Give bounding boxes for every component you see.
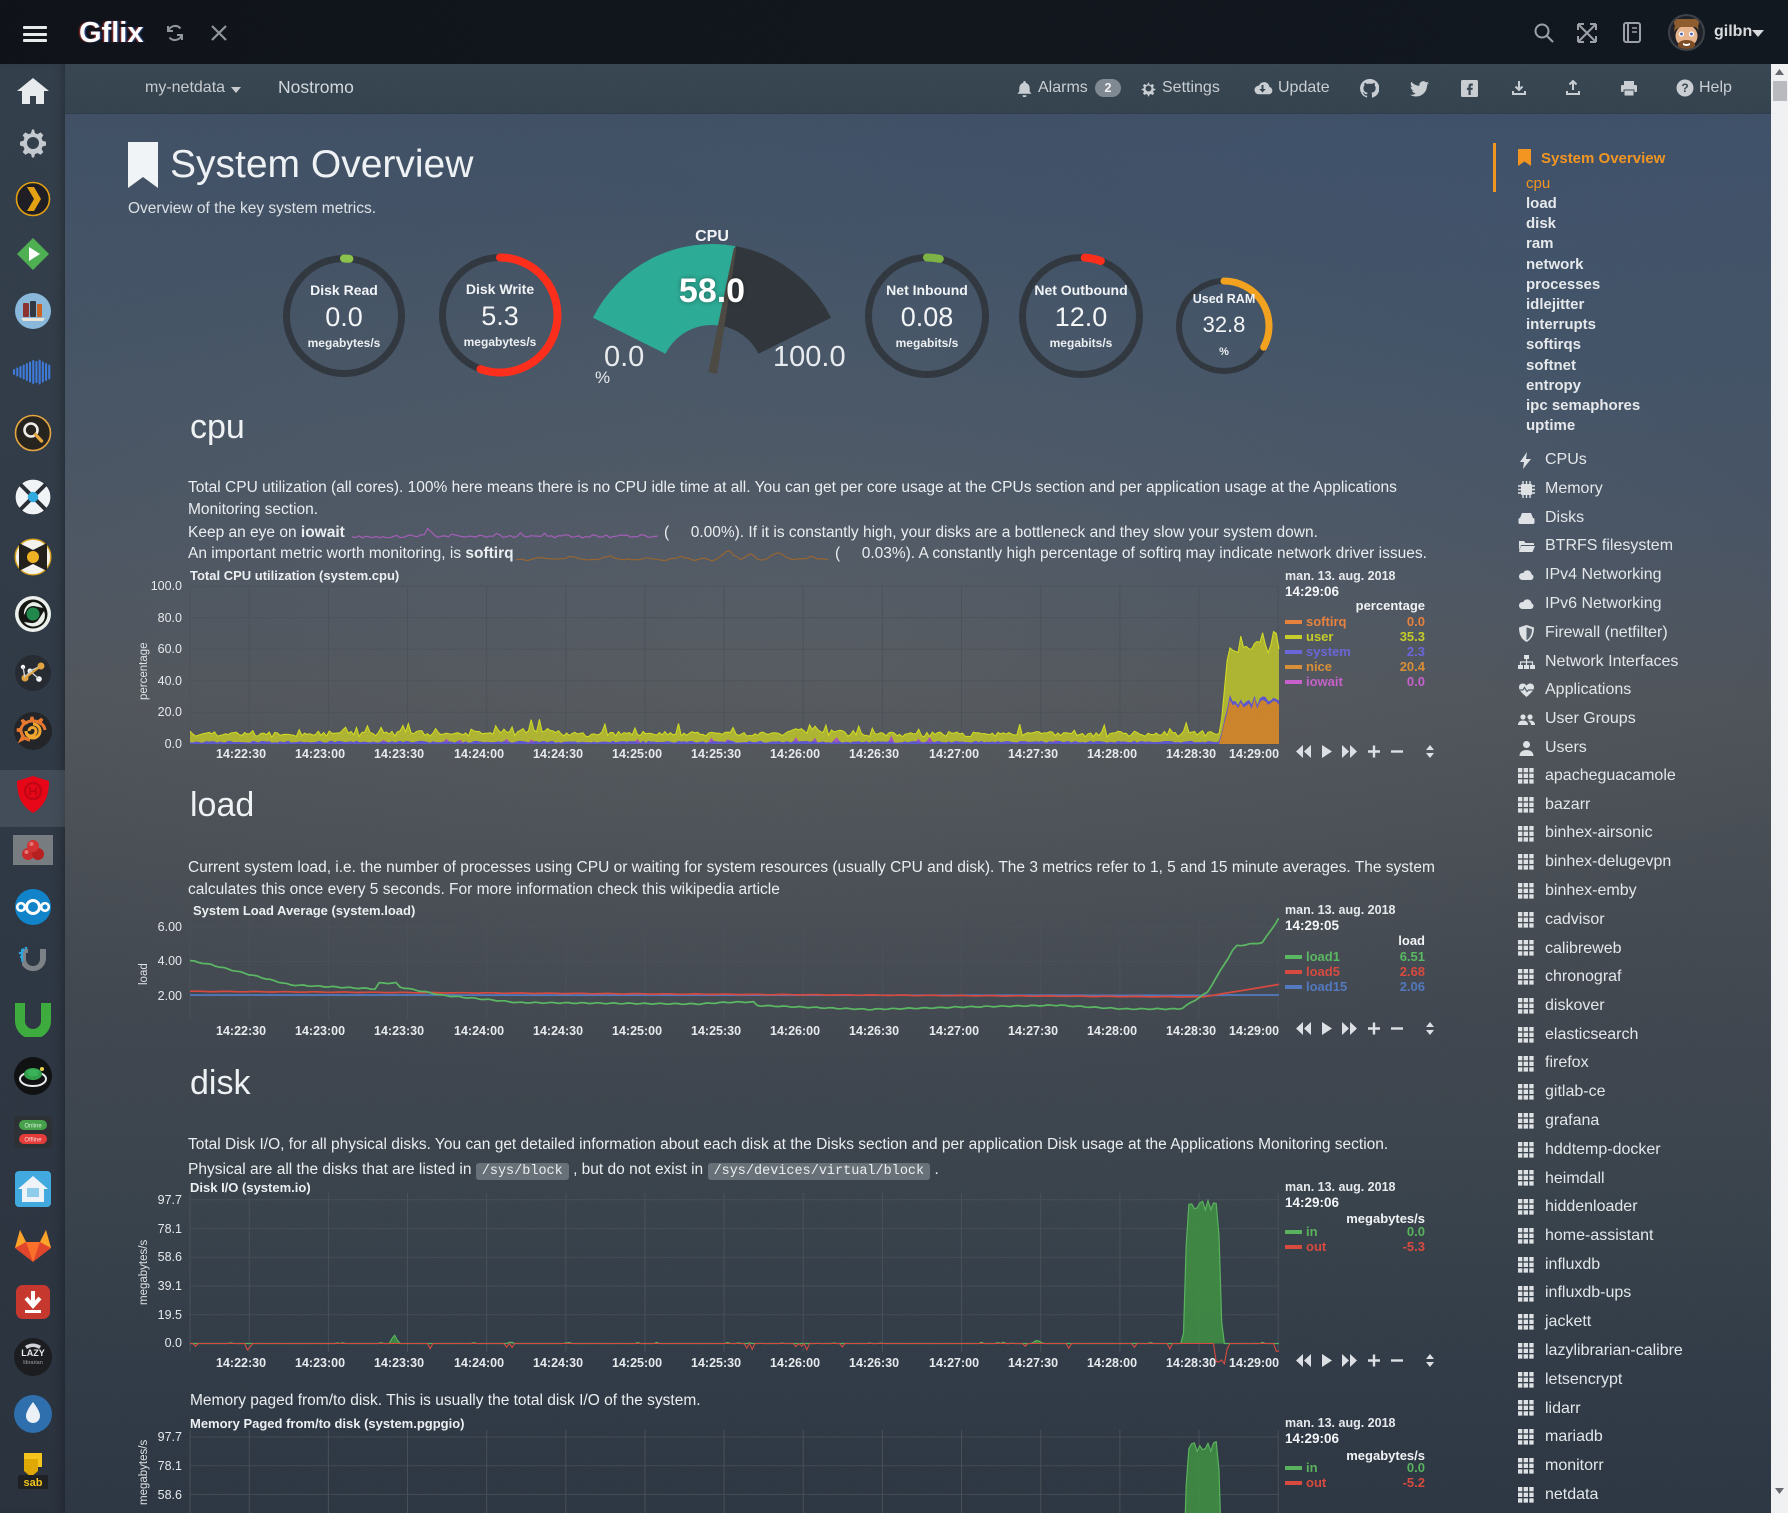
svg-text:Offline: Offline xyxy=(24,1138,42,1144)
svg-text:?: ? xyxy=(1681,81,1688,95)
svg-text:librarian: librarian xyxy=(23,1360,43,1366)
svg-text:LAZY: LAZY xyxy=(21,1348,45,1358)
svg-text:Online: Online xyxy=(24,1124,42,1130)
svg-text:sab: sab xyxy=(23,1477,42,1489)
